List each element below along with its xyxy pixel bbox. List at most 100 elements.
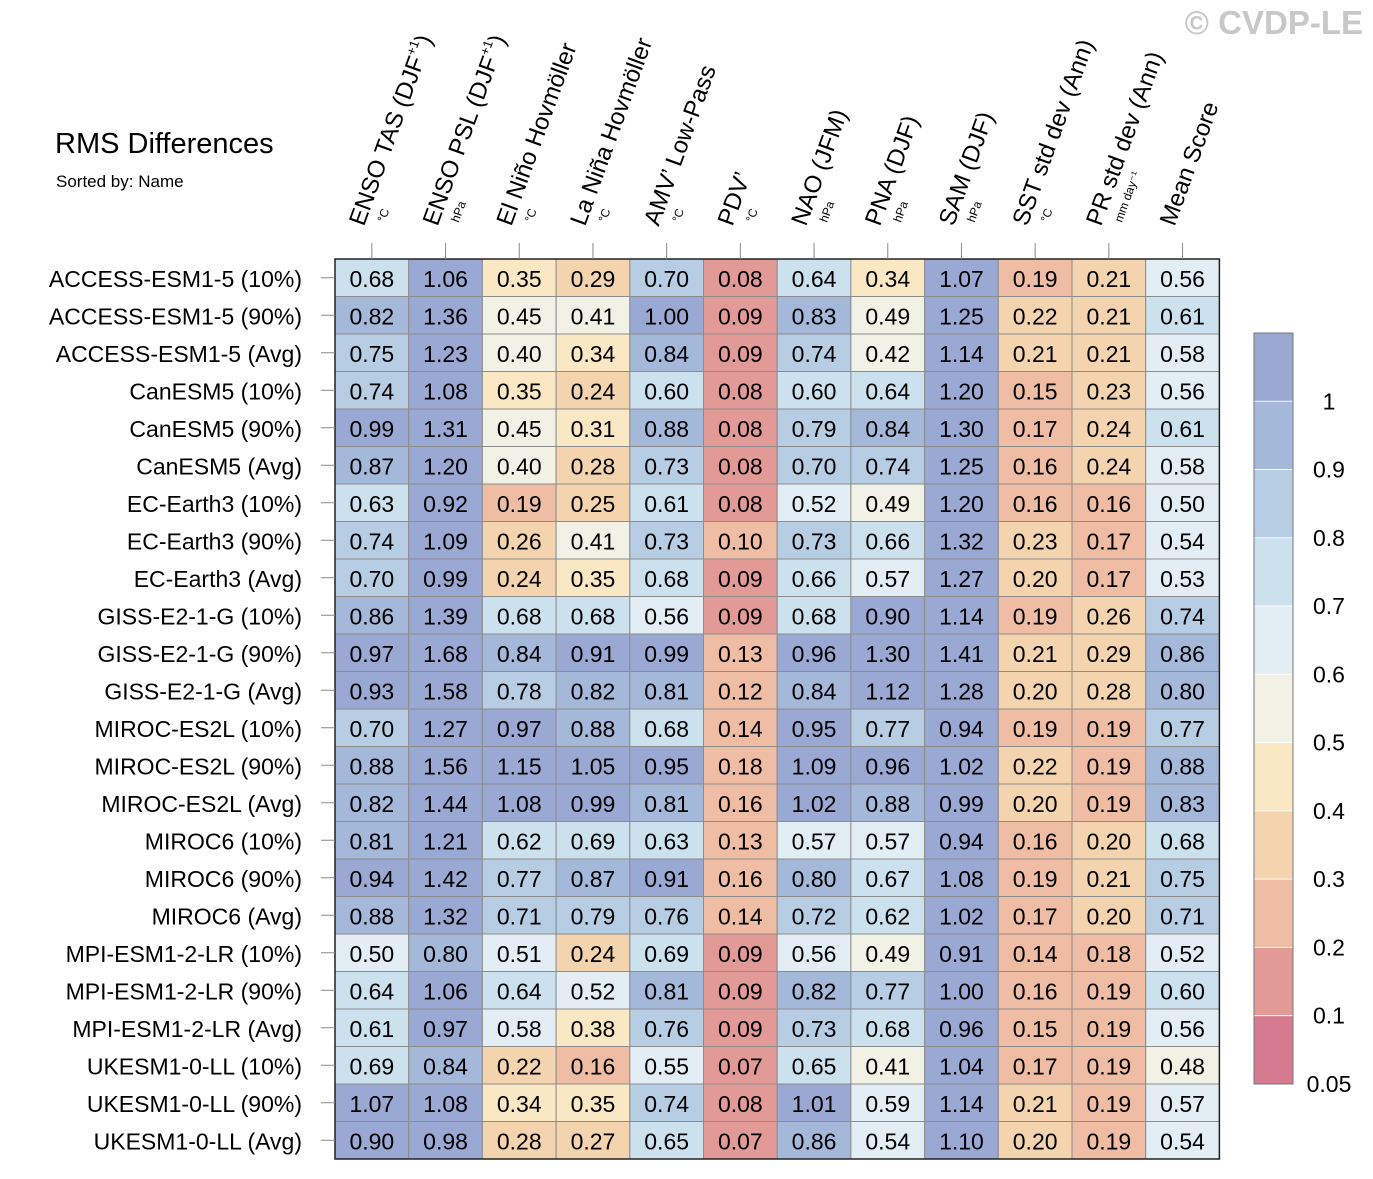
heatmap-cell xyxy=(1145,258,1220,297)
heatmap-cell xyxy=(481,1008,557,1047)
cell-value-label: 0.24 xyxy=(1086,453,1131,479)
column-label: El Niño Hovmöller xyxy=(492,39,583,229)
row-label: MIROC-ES2L (Avg) xyxy=(101,791,302,817)
heatmap-cell xyxy=(1145,1008,1220,1047)
heatmap-cell xyxy=(1071,858,1147,897)
cell-value-label: 0.82 xyxy=(792,978,837,1004)
cell-value-label: 0.28 xyxy=(1086,678,1131,704)
cell-value-label: 0.72 xyxy=(792,903,837,929)
heatmap-cell xyxy=(924,1083,999,1122)
heatmap-cell xyxy=(555,596,631,635)
heatmap-cell xyxy=(481,633,557,672)
heatmap-cell xyxy=(1145,333,1220,372)
heatmap-cell xyxy=(924,1121,999,1160)
cell-value-label: 0.18 xyxy=(718,753,763,779)
cell-value-label: 0.90 xyxy=(349,1128,394,1154)
cell-value-label: 0.97 xyxy=(349,641,394,667)
cell-value-label: 0.28 xyxy=(497,1128,542,1154)
cell-value-label: 0.69 xyxy=(644,941,689,967)
cell-value-label: 0.95 xyxy=(792,716,837,742)
cell-value-label: 0.78 xyxy=(497,678,542,704)
heatmap-cell xyxy=(555,446,631,485)
heatmap-cell xyxy=(334,1083,410,1122)
cell-value-label: 1.08 xyxy=(423,1091,468,1117)
column-label: ENSO TAS (DJF+1) xyxy=(342,31,438,229)
heatmap-cell xyxy=(408,371,483,410)
heatmap-cell xyxy=(481,933,557,972)
heatmap-cell xyxy=(997,1121,1073,1160)
cell-value-label: 0.08 xyxy=(718,416,763,442)
cell-value-label: 0.65 xyxy=(792,1053,837,1079)
heatmap-cell xyxy=(924,671,999,710)
cell-value-label: 0.82 xyxy=(571,678,616,704)
row-label: MIROC6 (90%) xyxy=(145,866,302,892)
cell-value-label: 1.23 xyxy=(423,341,468,367)
cell-value-label: 0.90 xyxy=(865,603,910,629)
heatmap-cell xyxy=(629,446,704,485)
heatmap-cell xyxy=(703,483,778,522)
heatmap-cell xyxy=(1071,1121,1147,1160)
heatmap-cell xyxy=(997,446,1073,485)
cell-value-label: 0.75 xyxy=(349,341,394,367)
cell-value-label: 0.80 xyxy=(423,941,468,967)
colorbar-tick-label: 0.3 xyxy=(1313,866,1345,892)
cell-value-label: 0.87 xyxy=(571,866,616,892)
cell-value-label: 0.93 xyxy=(349,678,394,704)
heatmap-cell xyxy=(334,821,410,860)
heatmap-cell xyxy=(1071,296,1147,335)
cell-value-label: 0.07 xyxy=(718,1128,763,1154)
colorbar-segment xyxy=(1253,673,1294,744)
cell-value-label: 1.31 xyxy=(423,416,468,442)
cell-value-label: 0.48 xyxy=(1160,1053,1205,1079)
heatmap-cell xyxy=(924,933,999,972)
column-label: SST std dev (Ann) xyxy=(1007,36,1099,229)
heatmap-cell xyxy=(776,371,852,410)
row-label: MIROC6 (10%) xyxy=(145,828,302,854)
cell-value-label: 0.97 xyxy=(497,716,542,742)
cell-value-label: 1.00 xyxy=(939,978,984,1004)
cell-value-label: 0.80 xyxy=(792,866,837,892)
cell-value-label: 0.22 xyxy=(1013,303,1058,329)
cell-value-label: 0.41 xyxy=(865,1053,910,1079)
heatmap-cell xyxy=(703,633,778,672)
cell-value-label: 1.04 xyxy=(939,1053,984,1079)
cell-value-label: 0.68 xyxy=(865,1016,910,1042)
heatmap-cell xyxy=(776,933,852,972)
cell-value-label: 0.94 xyxy=(939,716,984,742)
heatmap-cell xyxy=(555,896,631,935)
colorbar-segment xyxy=(1253,400,1294,470)
column-unit: °C xyxy=(375,206,393,224)
cell-value-label: 0.12 xyxy=(718,678,763,704)
cell-value-label: 0.68 xyxy=(644,566,689,592)
colorbar-tick-label: 0.5 xyxy=(1313,730,1345,756)
row-label: MPI-ESM1-2-LR (90%) xyxy=(66,978,302,1004)
heatmap-cell xyxy=(629,671,704,710)
row-label: EC-Earth3 (Avg) xyxy=(134,566,302,592)
cell-value-label: 0.20 xyxy=(1013,678,1058,704)
colorbar-segment xyxy=(1253,947,1294,1017)
cell-value-label: 0.60 xyxy=(1160,978,1205,1004)
cell-value-label: 0.58 xyxy=(497,1016,542,1042)
heatmap-cell xyxy=(776,633,852,672)
heatmap-cell xyxy=(334,896,410,935)
heatmap-cell xyxy=(555,1083,631,1122)
cell-value-label: 0.73 xyxy=(792,1016,837,1042)
cell-value-label: 1.42 xyxy=(423,866,468,892)
colorbar-tick-label: 0.8 xyxy=(1313,525,1345,551)
cell-value-label: 0.60 xyxy=(792,378,837,404)
heatmap-cell xyxy=(850,596,926,635)
cell-value-label: 0.19 xyxy=(497,491,542,517)
cell-value-label: 0.71 xyxy=(1160,903,1205,929)
cell-value-label: 0.86 xyxy=(792,1128,837,1154)
heatmap-cell xyxy=(997,1083,1073,1122)
cell-value-label: 0.21 xyxy=(1013,341,1058,367)
cell-value-label: 0.52 xyxy=(1160,941,1205,967)
cell-value-label: 0.50 xyxy=(349,941,394,967)
heatmap-cell xyxy=(850,446,926,485)
cell-value-label: 1.14 xyxy=(939,1091,984,1117)
heatmap-cell xyxy=(408,483,483,522)
cell-value-label: 1.08 xyxy=(939,866,984,892)
cell-value-label: 0.16 xyxy=(1013,491,1058,517)
cell-value-label: 1.02 xyxy=(939,903,984,929)
heatmap-cell xyxy=(850,633,926,672)
